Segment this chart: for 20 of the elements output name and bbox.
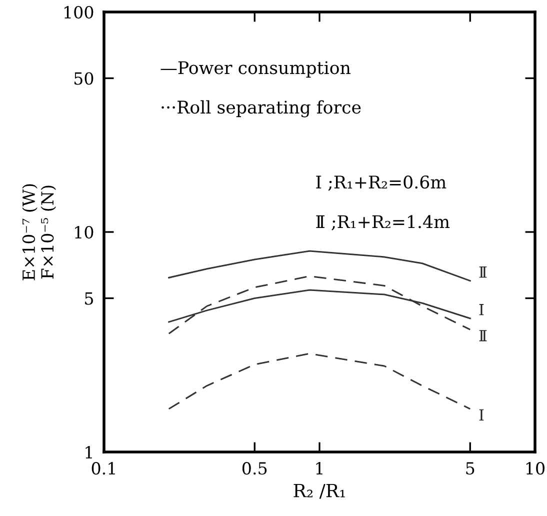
- x-tick-label: 10: [526, 462, 544, 475]
- annotation: ···Roll separating force: [162, 100, 361, 118]
- x-tick-label: 1: [316, 462, 322, 474]
- y-tick-label: 10: [75, 226, 94, 239]
- annotation: —Power consumption: [160, 61, 350, 78]
- y-tick-label: 1: [86, 446, 92, 458]
- y-tick-label: 50: [74, 72, 94, 85]
- x-axis-title: R₂ /R₁: [294, 484, 345, 499]
- y-tick-label: 100: [64, 6, 94, 19]
- x-tick-label: 0.5: [242, 462, 267, 475]
- annotation: Ⅱ ;R₁+R₂=1.4m: [316, 215, 450, 230]
- y-tick-label: 5: [85, 292, 93, 305]
- series-label: Ⅱ: [479, 330, 487, 342]
- series-label: Ⅱ: [479, 266, 487, 278]
- series-label: Ⅰ: [479, 409, 484, 421]
- y-axis-title: E×10⁻⁷ (W) F×10⁻⁵ (N): [22, 184, 56, 280]
- series-label: Ⅰ: [479, 304, 484, 316]
- x-tick-label: 0.1: [92, 462, 115, 475]
- x-tick-label: 5: [466, 462, 474, 475]
- annotation: Ⅰ ;R₁+R₂=0.6m: [316, 176, 446, 191]
